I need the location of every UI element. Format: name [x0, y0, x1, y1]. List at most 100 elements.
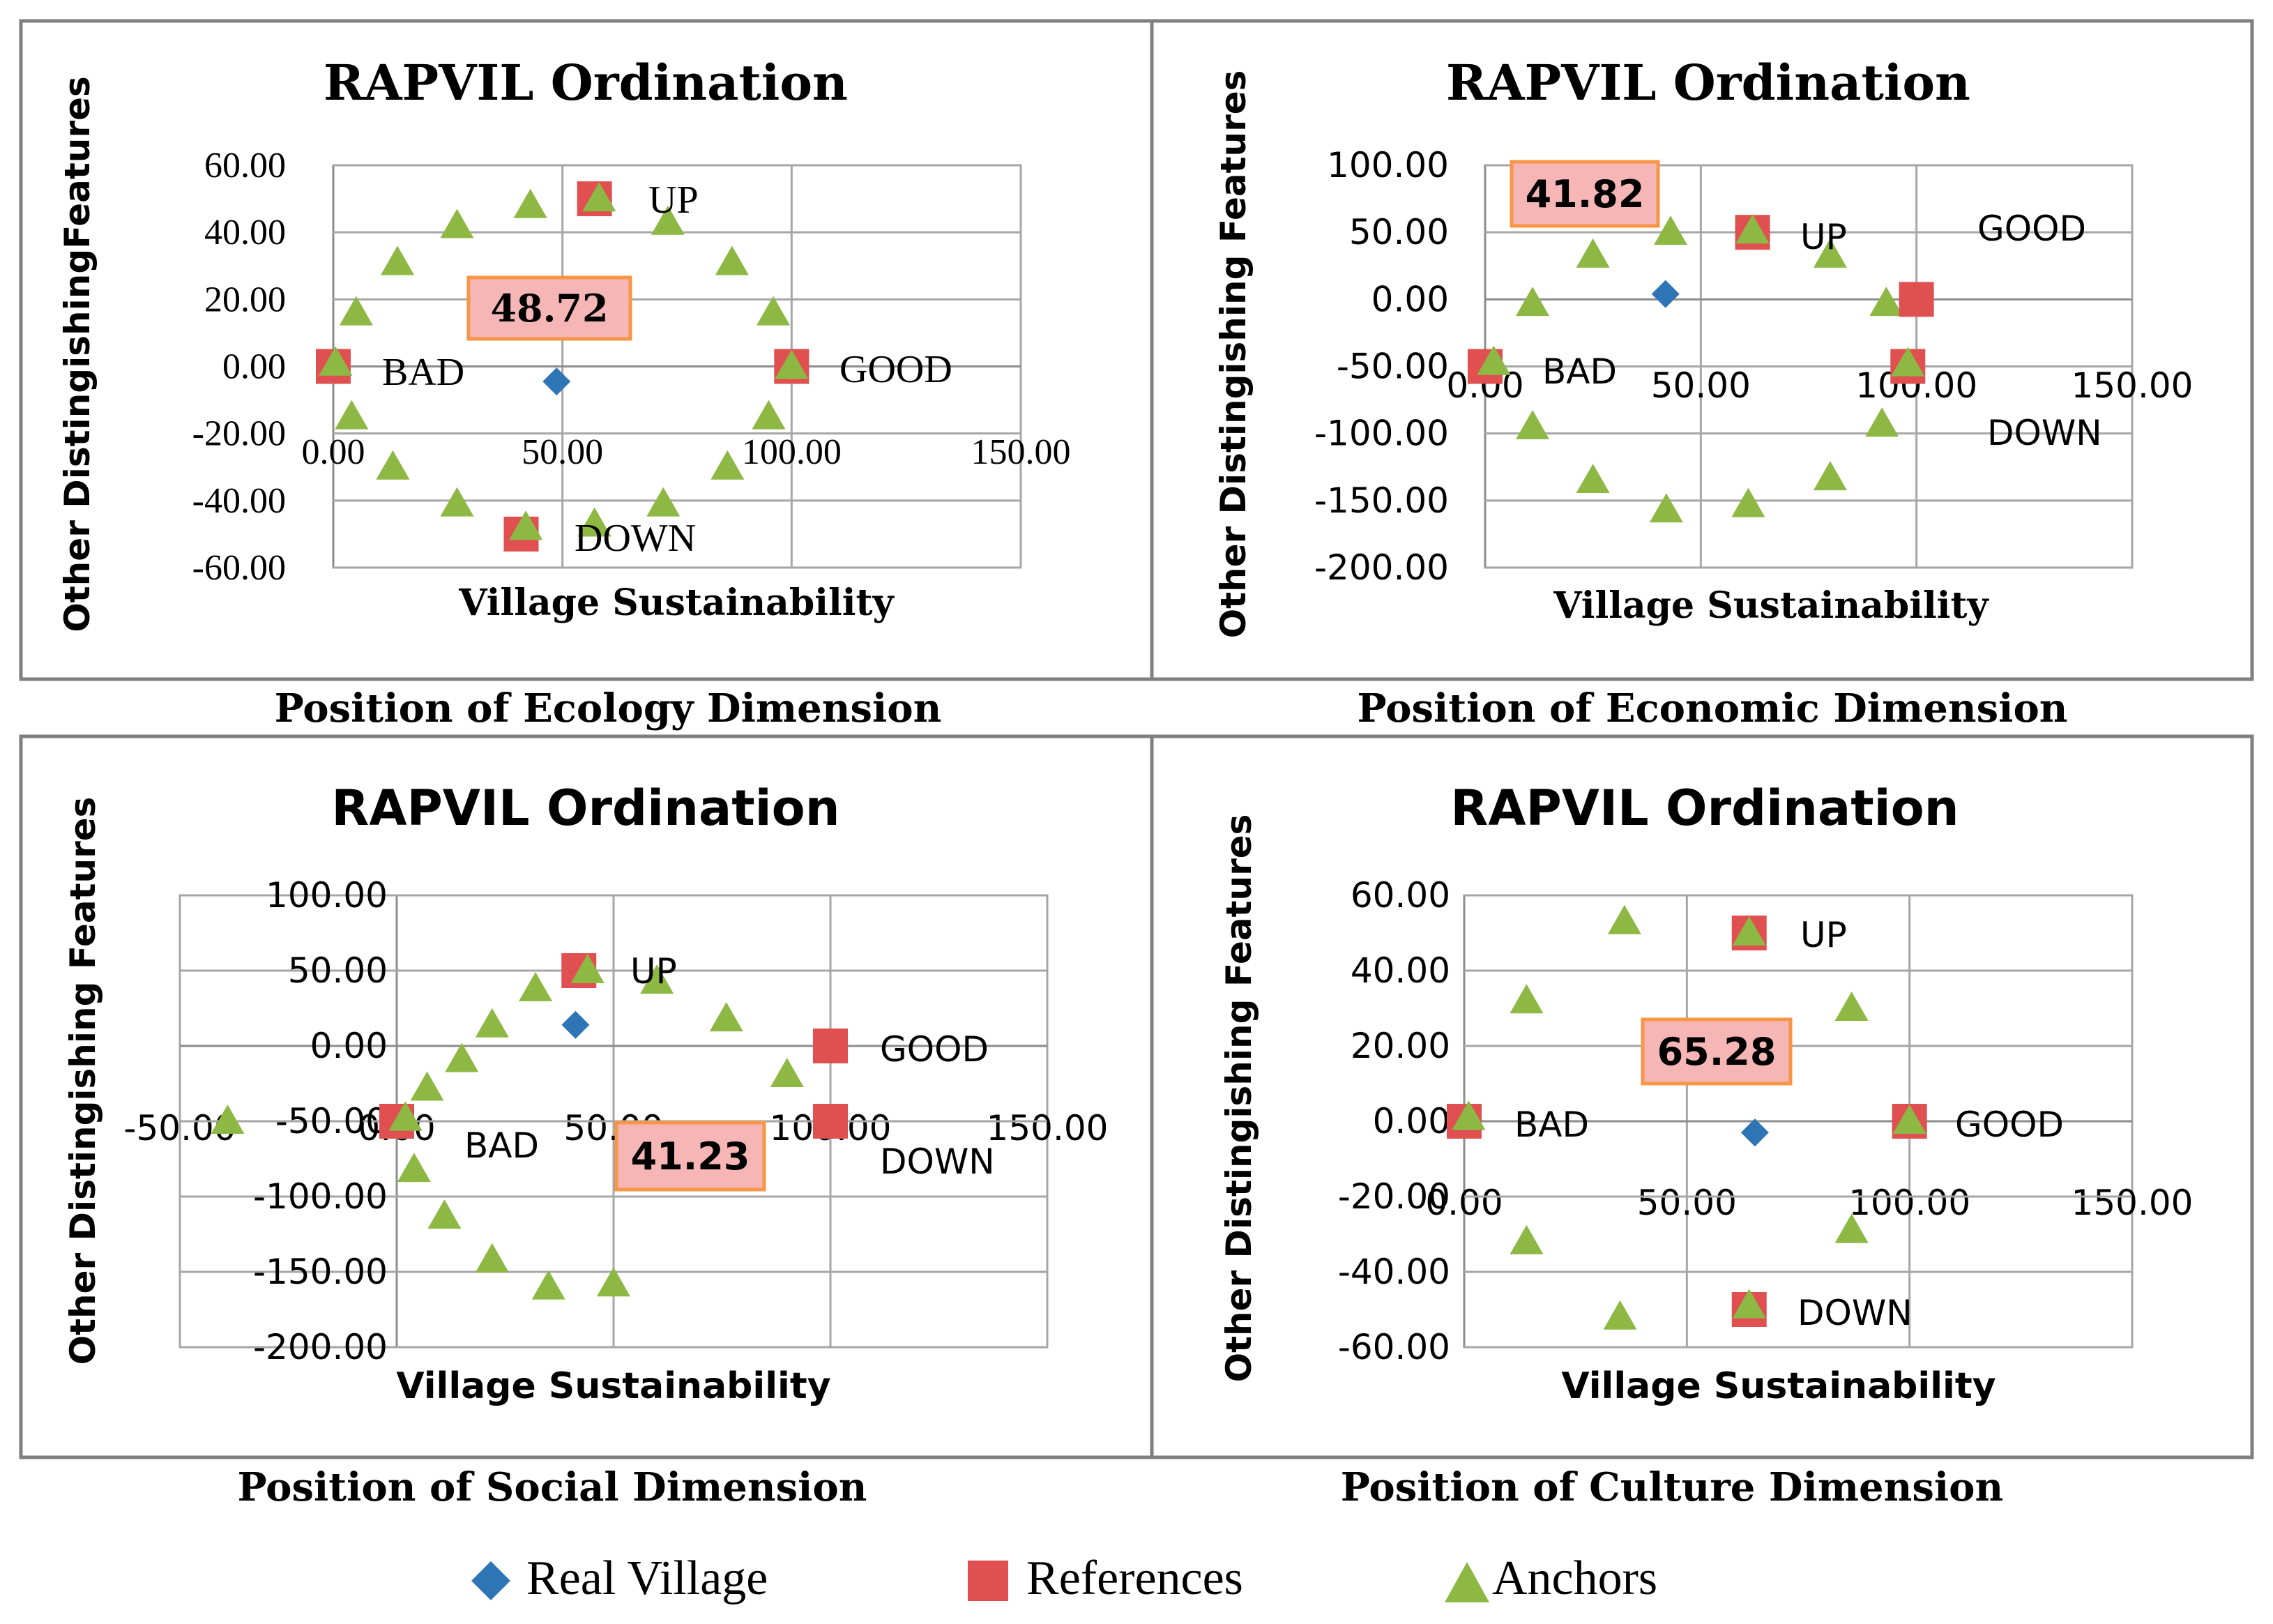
y-tick-label: -60.00	[1338, 1327, 1450, 1367]
real-village-point	[1651, 280, 1680, 308]
reference-label: UP	[630, 951, 677, 992]
anchor-point	[1834, 1213, 1869, 1243]
anchor-point	[640, 964, 674, 994]
anchor-point	[445, 1042, 479, 1072]
legend-item-real-village: Real Village	[471, 1551, 768, 1605]
reference-label: BAD	[1514, 1105, 1589, 1145]
anchor-point	[319, 346, 353, 376]
anchor-point	[1516, 410, 1550, 440]
anchor-point	[381, 245, 415, 275]
y-axis-title: Other DistingishingFeatures	[57, 76, 98, 632]
legend: Real Village References Anchors	[471, 1551, 1657, 1605]
anchor-point	[577, 507, 611, 537]
anchor-point	[397, 1153, 431, 1183]
y-tick-label: -40.00	[192, 481, 286, 521]
panel-caption: Position of Social Dimension	[238, 1464, 867, 1510]
diamond-icon	[471, 1561, 510, 1600]
x-tick-label: 50.00	[1651, 365, 1751, 406]
chart-title: RAPVIL Ordination	[324, 54, 848, 112]
value-box	[1510, 160, 1660, 228]
anchor-point	[509, 510, 543, 540]
y-tick-label: 0.00	[222, 347, 286, 387]
anchor-point	[1834, 992, 1869, 1021]
reference-point	[813, 1029, 848, 1063]
anchor-point	[1477, 345, 1511, 375]
y-tick-label: -50.00	[1337, 347, 1449, 387]
plot-area: -50.000.0050.00100.00150.00100.0050.000.…	[123, 875, 1108, 1367]
anchor-point	[1452, 1100, 1486, 1130]
anchor-point	[410, 1071, 444, 1101]
y-tick-label: 20.00	[1351, 1026, 1450, 1066]
legend-label: Real Village	[526, 1551, 768, 1605]
y-tick-label: -60.00	[192, 548, 286, 588]
y-tick-label: -150.00	[253, 1252, 388, 1292]
reference-label: GOOD	[839, 348, 952, 391]
x-axis-title: Village Sustainability	[1553, 584, 1989, 627]
chart-title: RAPVIL Ordination	[1446, 54, 1970, 112]
y-tick-label: 0.00	[1371, 279, 1449, 319]
anchor-point	[582, 182, 616, 212]
y-tick-label: 40.00	[204, 213, 286, 252]
reference-label: UP	[648, 179, 699, 222]
real-village-point	[542, 367, 571, 396]
value-label: 48.72	[490, 286, 608, 331]
legend-item-references: References	[968, 1551, 1243, 1605]
y-axis-title: Other Distingishing Features	[1219, 814, 1259, 1383]
anchor-point	[376, 450, 410, 480]
panel-culture: RAPVIL Ordination Other Distingishing Fe…	[1150, 734, 2254, 1510]
y-tick-label: -100.00	[253, 1176, 388, 1217]
panel-caption: Position of Ecology Dimension	[275, 685, 942, 731]
anchor-point	[597, 1267, 630, 1297]
legend-label: References	[1026, 1551, 1243, 1605]
x-tick-label: 50.00	[1637, 1183, 1737, 1223]
panel-economic: RAPVIL Ordination Other Distingishing Fe…	[1150, 19, 2254, 731]
panel-ecology: RAPVIL Ordination Other DistingishingFea…	[19, 19, 1154, 731]
anchor-point	[710, 450, 745, 480]
anchor-point	[570, 954, 605, 983]
y-axis-title: Other Distingishing Features	[63, 797, 103, 1365]
value-label: 65.28	[1657, 1030, 1777, 1074]
anchor-point	[1813, 461, 1847, 491]
anchor-point	[211, 1105, 245, 1134]
x-tick-label: 150.00	[2071, 365, 2194, 406]
anchor-point	[646, 487, 681, 517]
y-tick-label: 100.00	[266, 875, 388, 916]
reference-label: BAD	[382, 351, 464, 394]
y-tick-label: 50.00	[288, 950, 388, 991]
x-tick-label: 150.00	[987, 1108, 1109, 1148]
reference-label: DOWN	[1987, 413, 2102, 453]
reference-point	[813, 1104, 848, 1139]
anchor-point	[1891, 347, 1925, 377]
reference-label: GOOD	[1977, 208, 2086, 249]
x-tick-label: 100.00	[1848, 1183, 1970, 1223]
y-tick-label: -50.00	[275, 1101, 388, 1141]
y-tick-label: -150.00	[1314, 480, 1449, 521]
x-tick-label: 50.00	[522, 432, 603, 472]
panel-caption: Position of Culture Dimension	[1341, 1464, 2003, 1510]
anchor-point	[1869, 287, 1903, 317]
reference-label: DOWN	[575, 517, 696, 560]
reference-label: BAD	[1542, 351, 1617, 392]
reference-label: DOWN	[1797, 1293, 1913, 1333]
triangle-icon	[1445, 1562, 1489, 1602]
anchor-point	[775, 349, 809, 379]
y-axis-title: Other Distingishing Features	[1213, 70, 1254, 639]
x-axis-title: Village Sustainability	[396, 1365, 830, 1407]
real-village-point	[561, 1010, 590, 1039]
anchor-point	[1576, 463, 1610, 493]
x-axis-title: Village Sustainability	[458, 582, 895, 624]
reference-label: DOWN	[880, 1141, 995, 1182]
x-axis-title: Village Sustainability	[1561, 1365, 1995, 1407]
anchor-point	[427, 1199, 462, 1229]
anchor-point	[531, 1270, 565, 1300]
anchor-point	[519, 971, 553, 1001]
anchor-point	[1510, 1224, 1544, 1254]
anchor-point	[475, 1008, 509, 1038]
anchor-point	[1813, 238, 1847, 268]
square-icon	[968, 1561, 1008, 1601]
anchor-point	[1735, 214, 1770, 244]
y-tick-label: 0.00	[310, 1026, 388, 1066]
anchor-point	[513, 188, 547, 218]
anchor-point	[715, 245, 749, 275]
